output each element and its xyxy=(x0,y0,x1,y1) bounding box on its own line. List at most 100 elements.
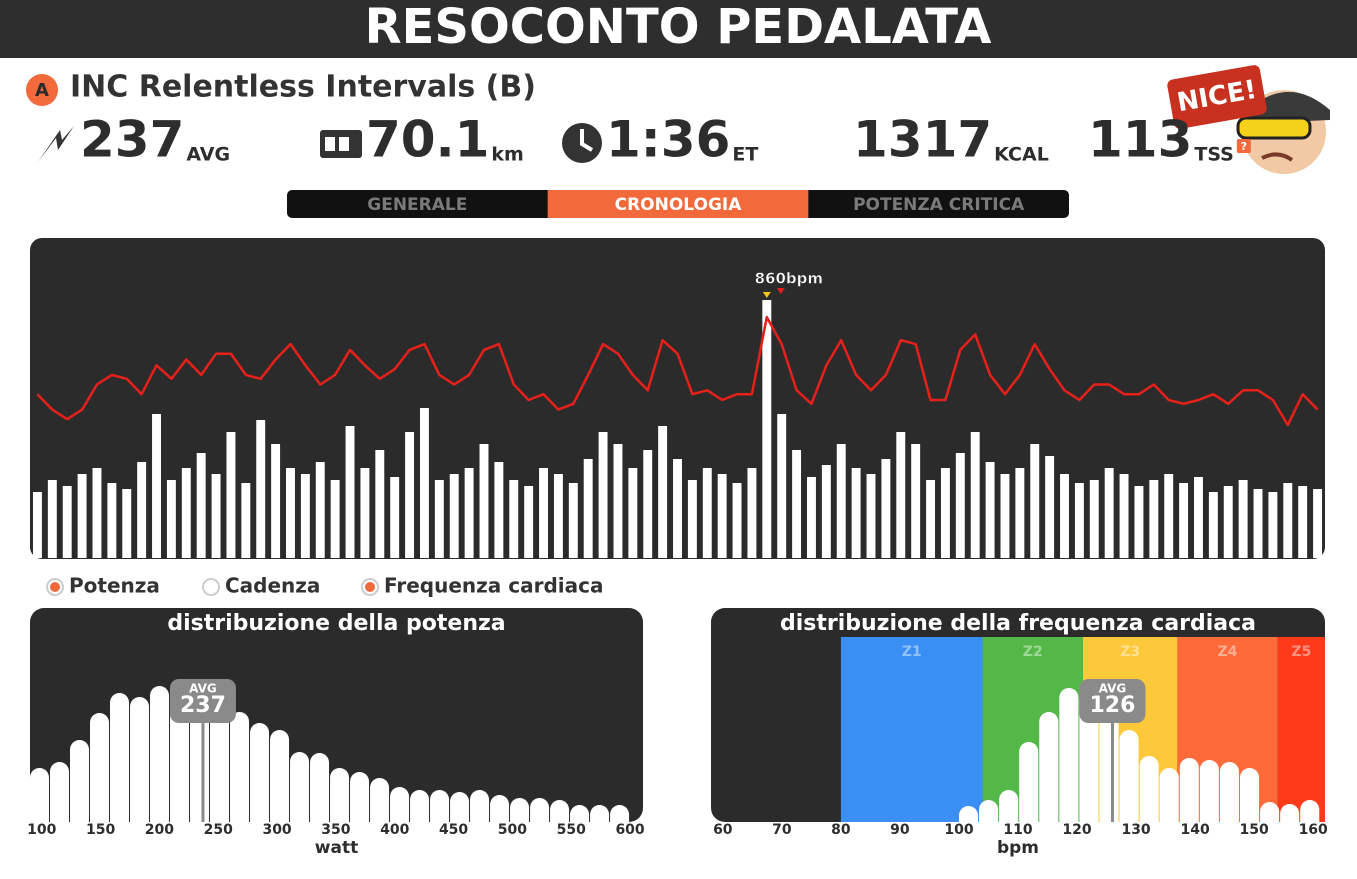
histogram-bar xyxy=(70,740,90,822)
zone-label: Z4 xyxy=(1218,644,1238,660)
power-bar xyxy=(1179,483,1189,558)
histogram-bar xyxy=(1179,758,1199,822)
power-bar xyxy=(315,462,325,558)
legend-toggle[interactable] xyxy=(202,578,220,596)
x-tick-label: 300 xyxy=(262,822,291,838)
avg-box xyxy=(169,679,236,723)
power-bar xyxy=(390,477,400,558)
histogram-bar xyxy=(1219,762,1239,822)
marker-hr xyxy=(776,288,785,294)
power-bar xyxy=(1223,486,1233,558)
histogram-bar xyxy=(150,686,170,822)
x-tick-label: 140 xyxy=(1180,822,1209,838)
power-bar xyxy=(211,474,221,558)
zone-label: Z5 xyxy=(1291,644,1311,660)
histogram-bar xyxy=(350,772,370,822)
histogram-bar xyxy=(1159,768,1179,822)
stat-unit: AVG xyxy=(186,144,230,166)
power-bar xyxy=(1045,456,1055,558)
header-bar xyxy=(0,0,1357,58)
histogram-bar xyxy=(979,800,999,822)
power-bar xyxy=(911,444,921,558)
power-bar xyxy=(747,468,757,558)
histogram-bar xyxy=(270,730,290,822)
x-tick-label: 100 xyxy=(27,822,56,838)
marker-power xyxy=(762,292,771,298)
power-bar xyxy=(1194,477,1203,558)
histogram-bar xyxy=(1039,712,1059,822)
page-title: RESOCONTO PEDALATA xyxy=(365,0,992,55)
histogram-bar xyxy=(610,805,630,822)
histogram-title: distribuzione della frequenza cardiaca xyxy=(780,611,1256,636)
power-bar xyxy=(494,462,504,558)
power-bar xyxy=(464,468,474,558)
legend-toggle-dot xyxy=(50,582,60,592)
power-bar xyxy=(1313,489,1323,558)
category-badge xyxy=(26,74,58,106)
power-bar xyxy=(107,483,117,558)
power-bar xyxy=(32,492,42,558)
power-bar xyxy=(1104,468,1114,558)
power-bar xyxy=(926,480,936,558)
avg-label: AVG xyxy=(189,682,217,696)
power-bar xyxy=(792,450,802,558)
histogram-bar xyxy=(250,723,270,822)
histogram-bar xyxy=(550,800,570,822)
histogram-bar xyxy=(470,790,490,822)
stat-unit: KCAL xyxy=(994,144,1049,166)
power-bar xyxy=(196,453,206,558)
power-bar xyxy=(152,414,161,558)
power-bar xyxy=(762,300,772,558)
power-bar xyxy=(509,480,519,558)
power-bar xyxy=(1015,468,1025,558)
legend-label: Potenza xyxy=(69,574,160,598)
zone-label: Z1 xyxy=(902,644,922,660)
power-bar xyxy=(851,468,861,558)
power-bar xyxy=(613,444,623,558)
histogram-bar xyxy=(370,778,390,822)
histogram-bar xyxy=(450,792,470,822)
x-tick-label: 200 xyxy=(145,822,174,838)
power-bar xyxy=(405,432,415,558)
x-tick-label: 150 xyxy=(1240,822,1269,838)
power-bar xyxy=(1283,483,1293,558)
tab[interactable]: POTENZA CRITICA xyxy=(853,195,1025,215)
histogram-bar xyxy=(1239,768,1260,822)
power-bar xyxy=(553,474,563,558)
power-bar xyxy=(1253,489,1263,558)
stat-unit: ET xyxy=(732,144,758,166)
histogram-bar xyxy=(210,700,230,822)
histogram-bar xyxy=(230,711,250,822)
workout-name: INC Relentless Intervals (B) xyxy=(70,70,536,105)
x-tick-label: 450 xyxy=(439,822,468,838)
histogram-bar xyxy=(1019,742,1039,822)
power-bar xyxy=(807,477,816,558)
histogram-bar xyxy=(430,790,450,822)
power-bar xyxy=(226,432,236,558)
power-bar xyxy=(777,414,787,558)
tab[interactable]: CRONOLOGIA xyxy=(615,195,743,215)
stat-unit: km xyxy=(491,144,523,166)
histogram-bar xyxy=(390,787,410,822)
power-bar xyxy=(62,486,72,558)
power-bar xyxy=(1238,480,1248,558)
avg-value: 237 xyxy=(180,693,226,718)
power-bar xyxy=(1000,474,1010,558)
histogram-bar xyxy=(1300,800,1320,822)
stat-unit: TSS xyxy=(1194,144,1233,166)
help-mark: ? xyxy=(1241,140,1247,153)
marker-label: 860bpm xyxy=(755,270,823,288)
histogram-bar xyxy=(999,790,1019,822)
power-bar xyxy=(241,483,251,558)
power-bar xyxy=(360,468,370,558)
legend-label: Cadenza xyxy=(225,574,320,598)
zone-label: Z3 xyxy=(1120,644,1140,660)
hr-zone xyxy=(1277,637,1325,822)
power-bar xyxy=(1074,483,1084,558)
histogram-title: distribuzione della potenza xyxy=(167,611,505,636)
heart-rate-line xyxy=(36,315,1319,427)
power-bar xyxy=(345,426,355,558)
help-badge xyxy=(1236,139,1251,153)
tab[interactable]: GENERALE xyxy=(367,195,467,215)
